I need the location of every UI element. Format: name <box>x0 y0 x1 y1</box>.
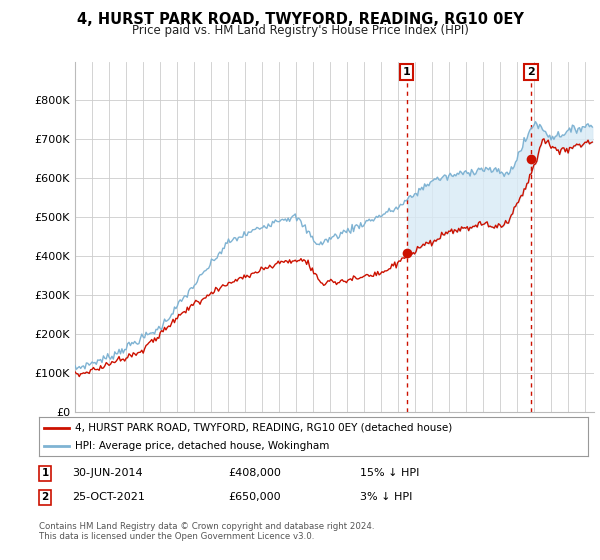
Text: 4, HURST PARK ROAD, TWYFORD, READING, RG10 0EY: 4, HURST PARK ROAD, TWYFORD, READING, RG… <box>77 12 523 27</box>
Text: 2: 2 <box>527 67 535 77</box>
Text: £408,000: £408,000 <box>228 468 281 478</box>
Text: Contains HM Land Registry data © Crown copyright and database right 2024.
This d: Contains HM Land Registry data © Crown c… <box>39 522 374 542</box>
Text: Price paid vs. HM Land Registry's House Price Index (HPI): Price paid vs. HM Land Registry's House … <box>131 24 469 37</box>
Text: 1: 1 <box>403 67 410 77</box>
Text: 4, HURST PARK ROAD, TWYFORD, READING, RG10 0EY (detached house): 4, HURST PARK ROAD, TWYFORD, READING, RG… <box>74 423 452 433</box>
Text: £650,000: £650,000 <box>228 492 281 502</box>
Text: 30-JUN-2014: 30-JUN-2014 <box>72 468 143 478</box>
Text: 3% ↓ HPI: 3% ↓ HPI <box>360 492 412 502</box>
Text: 2: 2 <box>41 492 49 502</box>
Text: 1: 1 <box>41 468 49 478</box>
Text: 15% ↓ HPI: 15% ↓ HPI <box>360 468 419 478</box>
Text: HPI: Average price, detached house, Wokingham: HPI: Average price, detached house, Woki… <box>74 441 329 451</box>
Text: 25-OCT-2021: 25-OCT-2021 <box>72 492 145 502</box>
